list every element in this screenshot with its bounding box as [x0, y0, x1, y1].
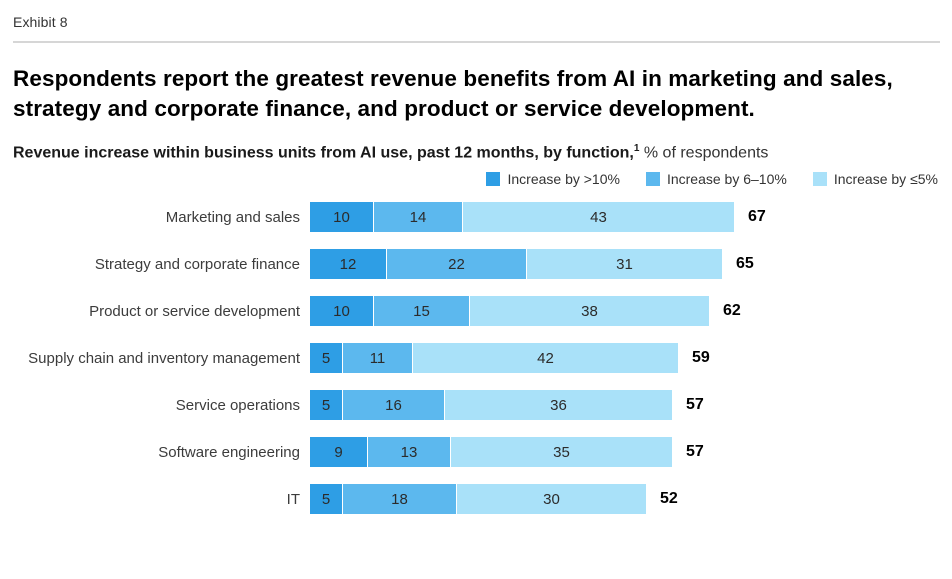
bar-segment: 15: [374, 296, 469, 327]
segment-value: 15: [413, 302, 430, 320]
chart-row: Service operations 5 16 36 57: [13, 390, 940, 421]
stacked-bar: 5 18 30: [310, 484, 646, 515]
total-label: 67: [748, 208, 766, 226]
bar-segment: 18: [343, 484, 456, 515]
segment-value: 9: [334, 443, 343, 461]
segment-value: 10: [333, 302, 350, 320]
segment-value: 43: [590, 208, 607, 226]
total-label: 57: [686, 443, 704, 461]
category-label: Service operations: [175, 396, 300, 414]
bar-segment: 5: [310, 390, 342, 421]
segment-value: 36: [550, 396, 567, 414]
legend-swatch: [486, 172, 501, 187]
stacked-bar: 10 15 38: [310, 296, 709, 327]
segment-value: 5: [321, 490, 331, 508]
bar-segment: 12: [310, 249, 386, 280]
category-label: IT: [286, 490, 300, 508]
segment-value: 11: [369, 349, 386, 367]
total-label: 52: [660, 490, 678, 508]
subtitle-unit-text: % of respondents: [639, 144, 769, 162]
bar-segment: 36: [445, 390, 672, 421]
bar-segment: 43: [463, 202, 734, 233]
segment-value: 30: [543, 490, 560, 508]
bar-segment: 9: [310, 437, 367, 468]
stacked-bar: 10 14 43: [310, 202, 734, 233]
chart-row: Product or service development 10 15 38 62: [13, 296, 940, 327]
category-label: Product or service development: [89, 302, 300, 320]
category-label: Software engineering: [158, 443, 300, 461]
bar-segment: 22: [387, 249, 526, 280]
chart-subtitle: Revenue increase within business units f…: [13, 143, 940, 162]
chart-row: Strategy and corporate finance 12 22 31 65: [13, 249, 940, 280]
segment-value: 42: [537, 349, 554, 367]
total-label: 57: [686, 396, 704, 414]
segment-value: 14: [409, 208, 427, 226]
segment-value: 38: [581, 302, 598, 320]
bar-segment: 31: [527, 249, 722, 280]
legend-label: Increase by 6–10%: [666, 171, 787, 188]
segment-value: 16: [385, 396, 402, 414]
chart-row: Software engineering 9 13 35 57: [13, 437, 940, 468]
legend-item: Increase by 6–10%: [645, 171, 787, 188]
bar-chart: Marketing and sales 10 14 43 67 Strategy and …: [13, 202, 940, 515]
chart-row: Supply chain and inventory management 5 11…: [13, 343, 940, 374]
bar-segment: 38: [470, 296, 709, 327]
chart-row: IT 5 18 30 52: [13, 484, 940, 515]
stacked-bar: 5 11 42: [310, 343, 678, 374]
bar-segment: 16: [343, 390, 444, 421]
segment-value: 5: [321, 396, 331, 414]
legend-swatch: [645, 172, 660, 187]
segment-value: 31: [616, 255, 633, 273]
segment-value: 13: [400, 443, 418, 461]
bar-segment: 5: [310, 343, 342, 374]
chart-row: Marketing and sales 10 14 43 67: [13, 202, 940, 233]
segment-value: 12: [339, 255, 357, 273]
bar-segment: 30: [457, 484, 646, 515]
stacked-bar: 5 16 36: [310, 390, 672, 421]
total-label: 62: [723, 302, 741, 320]
exhibit-label: Exhibit 8: [13, 14, 68, 30]
segment-value: 18: [391, 490, 408, 508]
header-divider: [13, 41, 940, 43]
bar-segment: 14: [374, 202, 462, 233]
legend: Increase by >10% Increase by 6–10% Increas…: [13, 171, 940, 187]
stacked-bar: 12 22 31: [310, 249, 722, 280]
legend-label: Increase by >10%: [507, 171, 620, 188]
segment-value: 5: [321, 349, 331, 367]
bar-segment: 13: [368, 437, 450, 468]
total-label: 65: [736, 255, 754, 273]
legend-swatch: [812, 172, 827, 187]
category-label: Supply chain and inventory management: [28, 349, 300, 367]
bar-segment: 10: [310, 202, 373, 233]
bar-segment: 42: [413, 343, 678, 374]
subtitle-bold-text: Revenue increase within business units f…: [13, 144, 634, 162]
category-label: Marketing and sales: [165, 208, 300, 226]
total-label: 59: [692, 349, 710, 367]
bar-segment: 11: [343, 343, 412, 374]
segment-value: 35: [553, 443, 570, 461]
footnote-superscript: 1: [633, 142, 640, 154]
segment-value: 22: [448, 255, 465, 273]
legend-label: Increase by ≤5%: [833, 171, 938, 188]
bar-segment: 10: [310, 296, 373, 327]
segment-value: 10: [333, 208, 350, 226]
category-label: Strategy and corporate finance: [94, 255, 300, 273]
legend-item: Increase by ≤5%: [812, 171, 938, 188]
legend-item: Increase by >10%: [486, 171, 620, 188]
bar-segment: 35: [451, 437, 672, 468]
stacked-bar: 9 13 35: [310, 437, 672, 468]
chart-title: Respondents report the greatest revenue …: [13, 66, 893, 121]
bar-segment: 5: [310, 484, 342, 515]
